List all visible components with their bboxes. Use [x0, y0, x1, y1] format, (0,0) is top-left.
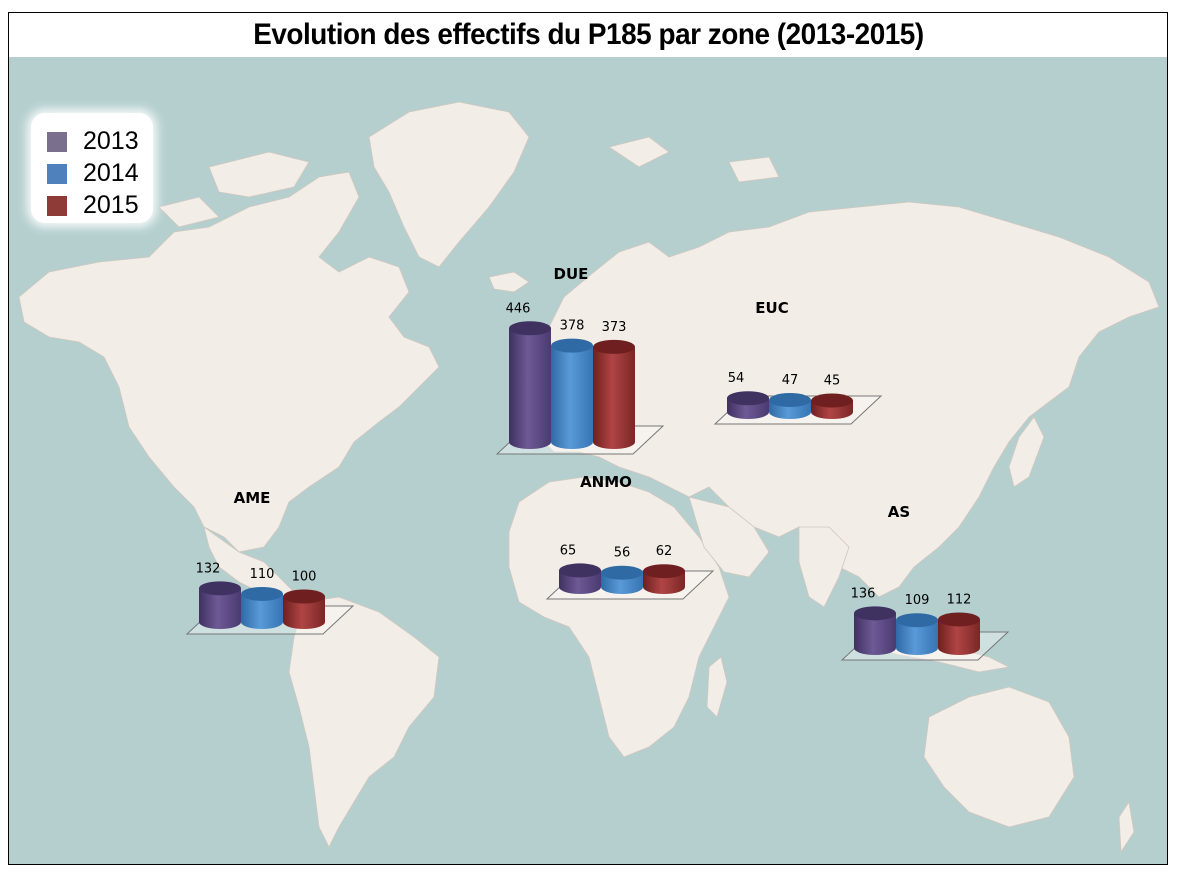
- bar-cap-as-2014: [896, 613, 938, 628]
- chart-frame: Evolution des effectifs du P185 par zone…: [8, 12, 1168, 865]
- bar-cap-ame-2013: [199, 581, 241, 596]
- zone-charts: DUE 446 378 373 EUC 54 47 45 AME 132 110 100 ANMO 65 5…: [185, 265, 1010, 661]
- zone-chart-euc: EUC 54 47 45: [713, 299, 883, 425]
- value-label-anmo-2014: 56: [614, 546, 631, 561]
- bar-due-2015: [593, 346, 635, 449]
- value-label-due-2014: 378: [560, 319, 585, 334]
- legend: 2013 2014 2015: [31, 113, 153, 223]
- value-label-due-2013: 446: [506, 301, 531, 316]
- land-new-zealand: [1118, 800, 1135, 854]
- value-label-euc-2014: 47: [782, 373, 799, 388]
- legend-swatch-2015: [47, 195, 67, 216]
- legend-label-2014: 2014: [83, 159, 139, 187]
- legend-item-2014: 2014: [47, 159, 139, 188]
- bar-due-2014: [551, 345, 593, 449]
- zone-chart-ame: AME 132 110 100: [185, 489, 355, 635]
- bar-cap-euc-2013: [727, 391, 769, 406]
- zone-label-ame: AME: [234, 489, 271, 507]
- land-canadian-arctic: [158, 151, 310, 228]
- zone-label-anmo: ANMO: [580, 473, 632, 491]
- bar-as-2014: [896, 620, 938, 655]
- value-label-anmo-2015: 62: [656, 544, 673, 559]
- zone-chart-anmo: ANMO 65 56 62: [545, 473, 715, 600]
- bar-cap-ame-2015: [283, 589, 325, 604]
- land-arctic-islands: [608, 136, 780, 183]
- value-label-euc-2013: 54: [728, 371, 745, 386]
- value-label-ame-2013: 132: [196, 561, 221, 576]
- bar-cap-anmo-2015: [643, 564, 685, 579]
- world-map: DUE 446 378 373 EUC 54 47 45 AME 132 110 100 ANMO 65 5…: [9, 57, 1167, 864]
- bar-cap-anmo-2014: [601, 565, 643, 580]
- legend-label-2013: 2013: [83, 127, 139, 155]
- value-label-due-2015: 373: [602, 320, 627, 335]
- bar-cap-ame-2014: [241, 586, 283, 601]
- bar-cap-due-2014: [551, 338, 593, 353]
- bar-cap-due-2015: [593, 339, 635, 354]
- value-label-as-2013: 136: [851, 586, 876, 601]
- land-arabia: [688, 496, 770, 578]
- bar-cap-as-2013: [854, 606, 896, 621]
- bar-cap-euc-2015: [811, 393, 853, 408]
- land-iceland: [488, 271, 530, 293]
- zone-label-as: AS: [888, 503, 910, 521]
- value-label-ame-2015: 100: [292, 570, 317, 585]
- value-label-anmo-2013: 65: [560, 543, 577, 558]
- bar-as-2013: [854, 613, 896, 655]
- legend-item-2015: 2015: [47, 191, 139, 220]
- land-greenland: [368, 101, 530, 268]
- land-japan: [1008, 416, 1045, 488]
- zone-chart-due: DUE 446 378 373: [495, 265, 665, 455]
- value-label-euc-2015: 45: [824, 374, 841, 389]
- legend-swatch-2013: [47, 131, 67, 152]
- bar-as-2015: [938, 619, 980, 655]
- bar-cap-due-2013: [509, 321, 551, 336]
- bar-cap-as-2015: [938, 612, 980, 627]
- bar-ame-2014: [241, 593, 283, 629]
- land-south-america: [288, 596, 440, 848]
- legend-label-2015: 2015: [83, 191, 139, 219]
- zone-chart-as: AS 136 109 112: [840, 503, 1010, 661]
- title-bar: Evolution des effectifs du P185 par zone…: [9, 13, 1167, 58]
- legend-item-2013: 2013: [47, 127, 139, 156]
- land-africa: [508, 476, 730, 758]
- land-australia: [923, 686, 1075, 828]
- value-label-ame-2014: 110: [250, 567, 275, 582]
- bar-due-2013: [509, 328, 551, 449]
- legend-swatch-2014: [47, 163, 67, 184]
- value-label-as-2014: 109: [905, 593, 930, 608]
- land-madagascar: [706, 656, 728, 718]
- bar-cap-anmo-2013: [559, 563, 601, 578]
- value-label-as-2015: 112: [947, 592, 972, 607]
- chart-title: Evolution des effectifs du P185 par zone…: [252, 18, 924, 51]
- bar-ame-2013: [199, 588, 241, 629]
- land-north-america: [18, 171, 440, 553]
- bar-ame-2015: [283, 596, 325, 629]
- zone-label-due: DUE: [554, 265, 589, 283]
- zone-label-euc: EUC: [755, 299, 788, 317]
- land-india: [798, 526, 850, 608]
- bar-cap-euc-2014: [769, 393, 811, 408]
